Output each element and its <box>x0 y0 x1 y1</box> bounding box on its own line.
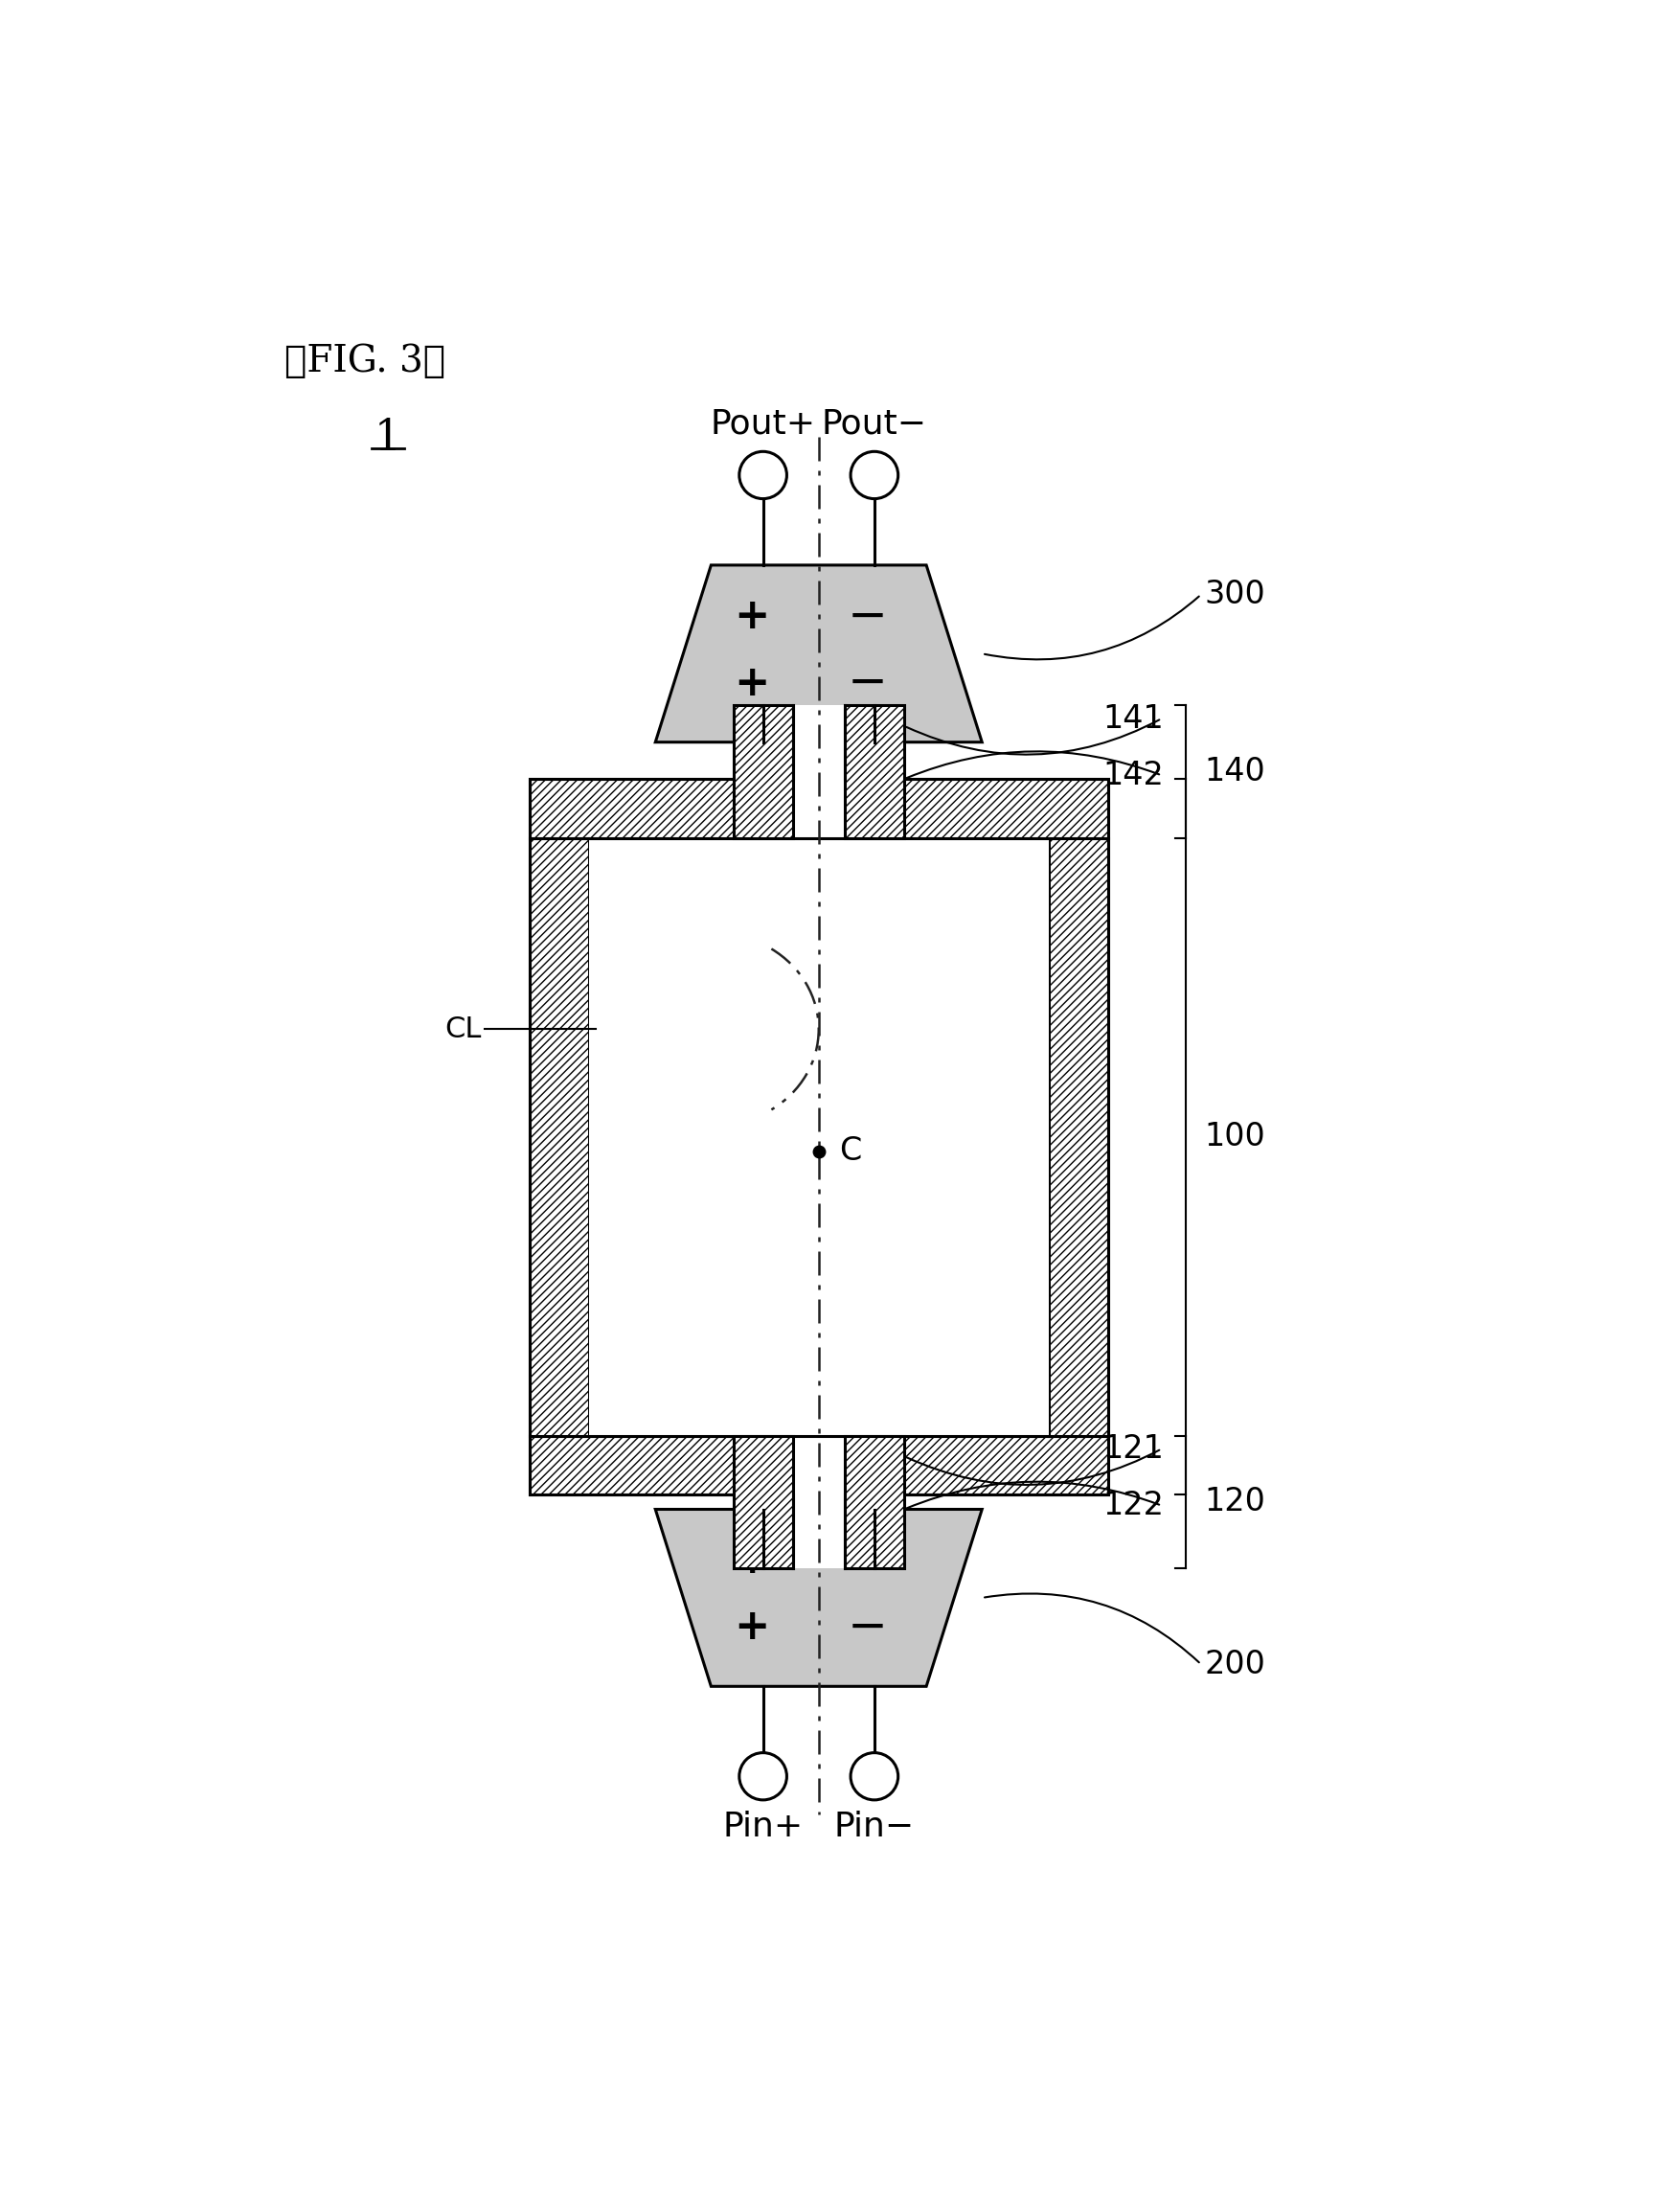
Text: +: + <box>734 663 769 703</box>
Polygon shape <box>655 565 983 742</box>
Bar <box>793 1436 845 1495</box>
Bar <box>529 838 588 1436</box>
Bar <box>588 838 1048 1436</box>
Text: 141: 141 <box>1102 703 1164 733</box>
Bar <box>793 705 845 779</box>
Text: C: C <box>840 1136 862 1167</box>
Bar <box>845 1436 904 1567</box>
Text: Pout−: Pout− <box>822 407 927 440</box>
Polygon shape <box>655 1508 983 1686</box>
Bar <box>529 1436 1109 1495</box>
Bar <box>734 1436 793 1567</box>
Bar <box>734 705 793 838</box>
Circle shape <box>739 1753 786 1799</box>
Text: +: + <box>734 1607 769 1648</box>
Bar <box>845 705 904 838</box>
Text: 142: 142 <box>1102 760 1164 790</box>
Circle shape <box>850 451 899 499</box>
Text: −: − <box>847 1605 887 1651</box>
Text: +: + <box>734 1541 769 1580</box>
Text: −: − <box>847 1539 887 1585</box>
Bar <box>1048 838 1109 1436</box>
Text: −: − <box>847 593 887 639</box>
Text: 120: 120 <box>1205 1486 1265 1517</box>
Text: 140: 140 <box>1205 755 1265 788</box>
Text: −: − <box>847 661 887 707</box>
Text: +: + <box>734 595 769 637</box>
Text: 300: 300 <box>1205 578 1265 611</box>
Text: Pin−: Pin− <box>833 1810 914 1843</box>
Circle shape <box>850 1753 899 1799</box>
Text: CL: CL <box>444 1016 480 1044</box>
Text: 200: 200 <box>1205 1648 1265 1679</box>
Text: 121: 121 <box>1102 1434 1164 1464</box>
Bar <box>793 779 845 841</box>
Text: 100: 100 <box>1205 1121 1265 1154</box>
Circle shape <box>739 451 786 499</box>
Text: 122: 122 <box>1102 1491 1164 1521</box>
Text: 【FIG. 3】: 【FIG. 3】 <box>284 344 445 379</box>
Bar <box>793 1495 845 1567</box>
Text: Pout+: Pout+ <box>711 407 816 440</box>
Text: Pin+: Pin+ <box>722 1810 803 1843</box>
Text: 1: 1 <box>375 418 402 460</box>
Bar <box>529 779 1109 1495</box>
Bar <box>529 779 1109 838</box>
